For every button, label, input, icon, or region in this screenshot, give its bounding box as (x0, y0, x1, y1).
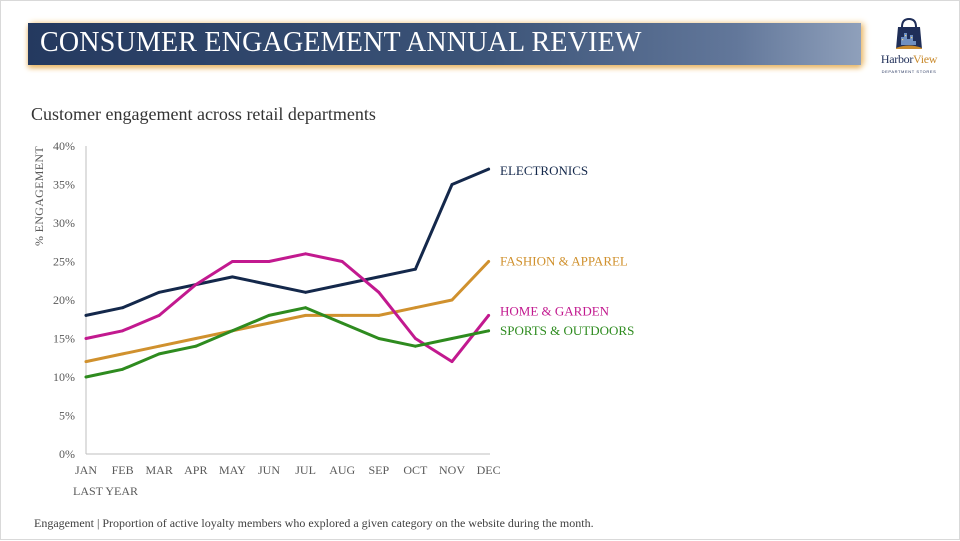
data-point-electronics (304, 290, 307, 294)
harborview-logo: HarborView DEPARTMENT STORES (869, 15, 949, 85)
x-tick-label: OCT (403, 463, 428, 477)
data-point-home-garden (414, 337, 417, 340)
x-tick-label: MAY (219, 463, 246, 477)
data-point-home-garden (121, 329, 124, 333)
shopping-bag-icon (896, 17, 922, 49)
data-point-sports-outdoors (267, 314, 271, 317)
x-tick-label: APR (184, 463, 207, 477)
series-label-home-garden: HOME & GARDEN (500, 303, 610, 318)
y-axis-label: % ENGAGEMENT (32, 146, 46, 246)
x-axis-label: LAST YEAR (73, 484, 138, 498)
x-tick-label: SEP (368, 463, 389, 477)
y-tick-label: 35% (53, 178, 75, 192)
data-point-home-garden (450, 360, 454, 363)
data-point-sports-outdoors (487, 329, 490, 333)
x-tick-label: JAN (75, 463, 97, 477)
series-label-sports-outdoors: SPORTS & OUTDOORS (500, 323, 634, 338)
data-point-electronics (487, 167, 490, 171)
y-tick-label: 25% (53, 255, 75, 269)
x-tick-label: JUL (295, 463, 316, 477)
series-line-home-garden (84, 252, 491, 364)
x-tick-label: DEC (477, 463, 501, 477)
x-tick-label: MAR (146, 463, 173, 477)
data-point-sports-outdoors (377, 337, 381, 340)
x-tick-label: FEB (112, 463, 134, 477)
data-point-fashion-apparel (121, 352, 124, 356)
data-point-electronics (450, 183, 454, 186)
x-tick-label: NOV (439, 463, 465, 477)
data-point-electronics (231, 275, 234, 279)
y-tick-label: 15% (53, 332, 75, 346)
y-tick-label: 40% (53, 139, 75, 153)
data-point-home-garden (231, 260, 234, 263)
x-tick-label: AUG (329, 463, 355, 477)
data-point-electronics (340, 283, 344, 286)
y-tick-label: 10% (53, 370, 75, 384)
y-tick-label: 0% (59, 447, 75, 461)
data-point-home-garden (194, 283, 198, 286)
data-point-fashion-apparel (377, 314, 381, 317)
data-point-sports-outdoors (157, 352, 161, 356)
y-tick-label: 30% (53, 216, 75, 230)
data-point-sports-outdoors (121, 367, 124, 371)
footnote: Engagement | Proportion of active loyalt… (34, 516, 594, 530)
data-point-sports-outdoors (231, 329, 234, 333)
series-line-sports-outdoors (84, 306, 491, 379)
data-point-fashion-apparel (194, 337, 198, 340)
data-point-fashion-apparel (157, 344, 161, 348)
page-title: CONSUMER ENGAGEMENT ANNUAL REVIEW (40, 27, 642, 58)
data-point-electronics (157, 290, 161, 294)
data-point-home-garden (84, 337, 88, 340)
data-point-home-garden (340, 260, 344, 263)
series-label-electronics: ELECTRONICS (500, 163, 588, 178)
series-line-fashion-apparel (84, 260, 491, 364)
y-tick-label: 20% (53, 293, 75, 307)
chart-title: Customer engagement across retail depart… (31, 104, 376, 124)
title-bar: CONSUMER ENGAGEMENT ANNUAL REVIEW (28, 23, 861, 65)
data-point-electronics (267, 283, 271, 286)
data-point-sports-outdoors (194, 344, 198, 348)
series-group: ELECTRONICS FASHION & APPAREL HOME & GARDE… (84, 163, 634, 379)
data-point-electronics (84, 314, 88, 317)
data-point-electronics (377, 275, 381, 279)
data-point-home-garden (487, 314, 490, 317)
data-point-fashion-apparel (267, 321, 271, 325)
y-tick-label: 5% (59, 409, 75, 423)
data-point-fashion-apparel (414, 306, 417, 310)
data-point-fashion-apparel (304, 314, 307, 317)
data-point-electronics (121, 306, 124, 310)
series-line-electronics (84, 167, 491, 317)
data-point-fashion-apparel (487, 260, 490, 263)
data-point-sports-outdoors (84, 375, 88, 379)
series-label-fashion-apparel: FASHION & APPAREL (500, 254, 628, 269)
x-tick-labels: JAN FEB MAR APR MAY JUN JUL AUG SEP OCT NOV DEC (75, 463, 501, 477)
data-point-sports-outdoors (340, 321, 344, 325)
logo-subtext: DEPARTMENT STORES (881, 69, 937, 74)
data-point-home-garden (157, 314, 161, 317)
data-point-fashion-apparel (340, 314, 344, 317)
x-tick-label: JUN (258, 463, 280, 477)
data-point-fashion-apparel (450, 298, 454, 302)
data-point-electronics (414, 267, 417, 271)
data-point-sports-outdoors (414, 344, 417, 348)
data-point-sports-outdoors (304, 306, 307, 310)
data-point-fashion-apparel (84, 360, 88, 363)
data-point-home-garden (377, 290, 381, 294)
y-tick-labels: 0% 5% 10% 15% 20% 25% 30% 35% 40% (53, 139, 75, 461)
logo-wordmark: HarborView (880, 52, 938, 66)
data-point-home-garden (267, 260, 271, 263)
data-point-sports-outdoors (450, 337, 454, 340)
data-point-home-garden (304, 252, 307, 256)
